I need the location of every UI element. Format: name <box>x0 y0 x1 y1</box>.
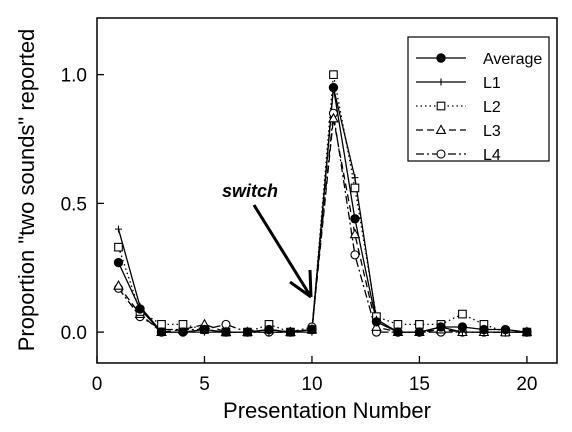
data-point-l1-12 <box>351 174 359 182</box>
axis-ticks: 0 5 10 15 20 0.0 0.5 1.0 <box>61 66 538 395</box>
legend-marker-l4 <box>436 149 446 159</box>
data-point-average-17 <box>457 322 468 332</box>
data-point-l2-1 <box>114 242 123 252</box>
x-tick-label-0: 0 <box>92 374 103 395</box>
data-point-average-5 <box>199 324 210 335</box>
data-point-average-18 <box>479 324 489 335</box>
data-point-average-15 <box>414 327 425 337</box>
data-point-l2-14 <box>393 320 403 329</box>
data-point-l3-12 <box>349 228 361 239</box>
data-point-l2-4 <box>178 320 188 329</box>
data-point-average-13 <box>371 317 382 327</box>
legend-label-l4: L4 <box>483 147 501 164</box>
switch-arrow-head-right <box>308 269 313 298</box>
data-point-l2-17 <box>458 309 467 319</box>
data-point-average-10 <box>307 324 317 335</box>
data-point-average-20 <box>522 327 532 337</box>
annotation: switch <box>222 181 313 299</box>
y-tick-label-0.0: 0.0 <box>61 323 87 344</box>
plot-frame <box>96 17 558 364</box>
data-point-average-6 <box>221 327 231 337</box>
x-tick-label-10: 10 <box>301 374 322 395</box>
data-point-average-2 <box>135 304 145 314</box>
data-point-l4-12 <box>350 250 360 260</box>
data-point-l2-15 <box>415 320 424 329</box>
data-point-l3-1 <box>113 280 124 290</box>
legend-marker-l3 <box>435 124 447 134</box>
data-point-average-1 <box>113 257 124 268</box>
data-point-average-12 <box>350 214 360 224</box>
y-axis-label: Proportion "two sounds" reported <box>14 29 39 352</box>
legend-label-l2: L2 <box>483 99 501 116</box>
data-point-l2-11 <box>329 70 338 79</box>
data-point-average-8 <box>264 324 274 335</box>
data-point-average-14 <box>393 327 403 337</box>
data-point-average-7 <box>242 327 253 337</box>
x-tick-label-5: 5 <box>199 374 210 395</box>
legend-label-l3: L3 <box>483 123 501 140</box>
legend-marker-l2 <box>436 101 446 111</box>
legend-marker-average <box>436 53 446 63</box>
data-point-average-11 <box>328 82 339 93</box>
x-axis-label: Presentation Number <box>223 398 431 423</box>
legend-label-l1: L1 <box>483 75 501 92</box>
series-markers <box>113 70 533 337</box>
x-tick-label-20: 20 <box>516 374 537 395</box>
y-tick-label-0.5: 0.5 <box>61 194 87 215</box>
switch-annotation-text: switch <box>222 181 278 201</box>
x-tick-label-15: 15 <box>409 374 430 395</box>
data-point-l2-3 <box>157 320 166 329</box>
legend-marker-l1 <box>437 78 445 86</box>
data-point-l2-12 <box>350 183 360 193</box>
data-point-average-19 <box>500 324 511 335</box>
switch-arrow-head-left <box>289 280 312 299</box>
data-point-l1-1 <box>114 225 122 233</box>
data-point-average-3 <box>156 327 167 337</box>
plot-area <box>96 17 558 364</box>
legend-label-average: Average <box>483 51 542 68</box>
legend: Average L1 L2 L3 L4 <box>407 36 550 164</box>
series-markers-average <box>113 82 532 337</box>
data-point-l3-11 <box>328 112 339 123</box>
y-tick-label-1.0: 1.0 <box>61 66 87 87</box>
data-point-average-4 <box>178 327 188 337</box>
switch-arrow-shaft <box>252 204 313 298</box>
data-point-average-9 <box>285 327 296 337</box>
data-point-average-16 <box>436 322 446 332</box>
